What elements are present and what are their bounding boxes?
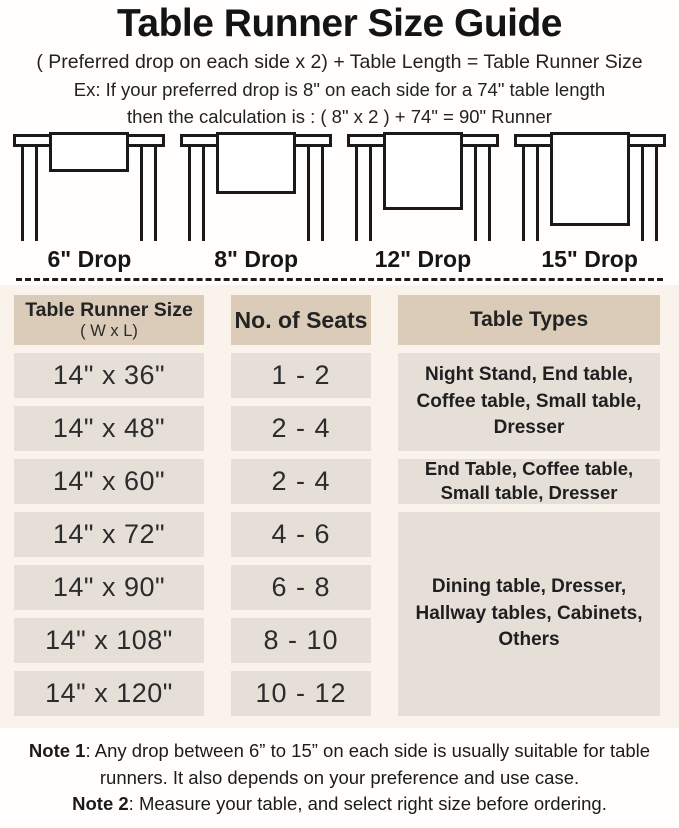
left-leg [188,145,206,241]
seats-header-label: No. of Seats [234,306,368,333]
types-group-cell: Dining table, Dresser, Hallway tables, C… [398,511,660,716]
size-cell: 14" x 36" [14,352,204,398]
seats-cell: 1 - 2 [231,352,371,398]
dashed-divider [16,277,663,281]
types-column-header: Table Types [398,294,660,345]
drop-label: 15" Drop [541,245,638,272]
formula-line: ( Preferred drop on each side x 2) + Tab… [36,50,643,73]
footnotes: Note 1: Any drop between 6” to 15” on ea… [0,738,679,818]
size-table-section: Table Runner Size ( W x L) No. of Seats … [0,284,679,728]
example-line-1: Ex: If your preferred drop is 8" on each… [73,78,606,100]
size-cell: 14" x 90" [14,564,204,610]
seats-column-header: No. of Seats [231,294,371,345]
seats-cell: 6 - 8 [231,564,371,610]
types-header-label: Table Types [469,307,589,331]
note-2-label: Note 2 [72,793,129,815]
table-diagram-12-drop: 12" Drop [340,131,507,273]
right-leg [307,145,325,241]
table-diagram-15-drop: 15" Drop [506,131,673,273]
runner-drape [216,131,297,194]
right-leg [640,145,658,241]
size-cell: 14" x 60" [14,458,204,504]
types-group-cell: Night Stand, End table, Coffee table, Sm… [398,352,660,451]
runner-drape [49,131,130,172]
table-illustration [346,131,499,242]
seats-cell: 2 - 4 [231,458,371,504]
note-1: Note 1: Any drop between 6” to 15” on ea… [28,739,651,788]
table-diagram-8-drop: 8" Drop [173,131,340,273]
drop-label: 8" Drop [214,245,298,272]
seats-cell: 2 - 4 [231,405,371,451]
right-leg [473,145,491,241]
note-2-text: Measure your table, and select right siz… [138,793,607,815]
seats-cell: 4 - 6 [231,511,371,557]
right-leg [140,145,158,241]
size-header-line2: ( W x L) [80,322,138,341]
note-2: Note 2: Measure your table, and select r… [72,793,607,815]
runner-drape [549,131,630,226]
left-leg [21,145,39,241]
note-1-label: Note 1 [28,739,86,761]
size-header-line1: Table Runner Size [25,298,193,321]
size-cell: 14" x 48" [14,405,204,451]
drop-label: 6" Drop [47,245,132,272]
table-illustration [180,131,333,242]
table-illustration [13,131,166,242]
table-diagram-6-drop: 6" Drop [6,131,173,273]
size-column-header: Table Runner Size ( W x L) [14,294,204,345]
size-cell: 14" x 72" [14,511,204,557]
left-leg [521,145,539,241]
size-cell: 14" x 108" [14,617,204,663]
example-line-2: then the calculation is : ( 8" x 2 ) + 7… [127,105,552,127]
note-1-text: Any drop between 6” to 15” on each side … [94,739,651,788]
drop-diagrams: 6" Drop 8" Drop 12" Drop [0,131,679,273]
drop-label: 12" Drop [374,245,472,272]
runner-drape [382,131,463,210]
page-title: Table Runner Size Guide [116,2,563,45]
seats-cell: 10 - 12 [231,670,371,716]
types-group-cell: End Table, Coffee table, Small table, Dr… [398,458,660,504]
table-illustration [513,131,666,242]
left-leg [354,145,372,241]
size-cell: 14" x 120" [14,670,204,716]
seats-cell: 8 - 10 [231,617,371,663]
